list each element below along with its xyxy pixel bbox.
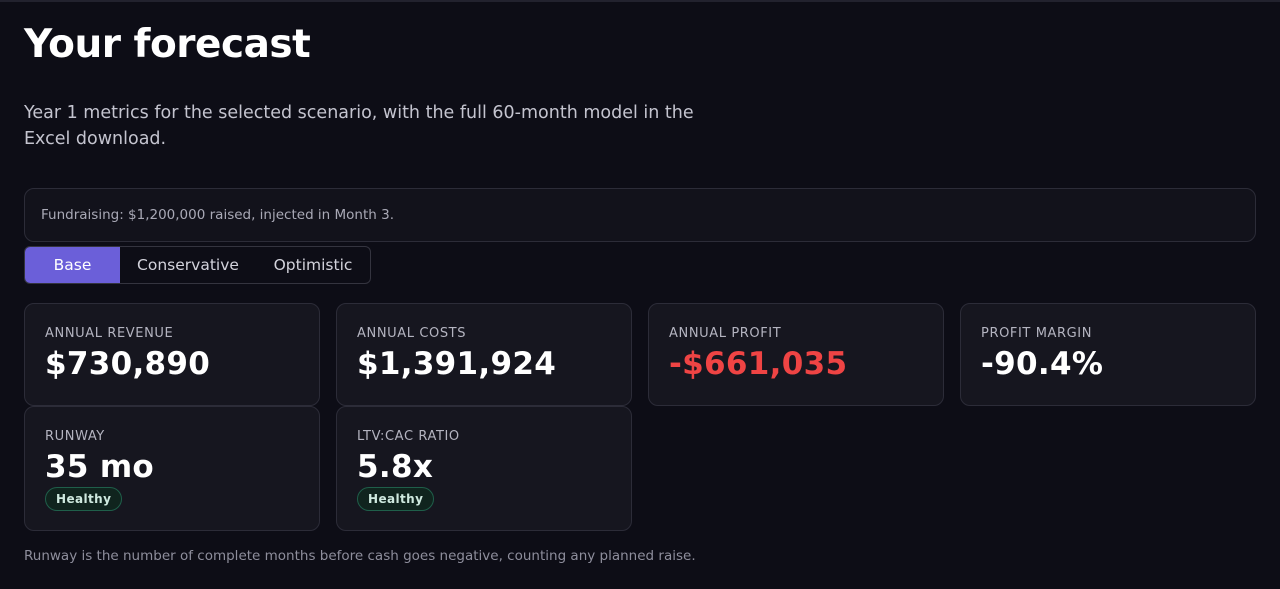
metric-label: ANNUAL PROFIT (669, 326, 782, 341)
metric-card-annual-profit: ANNUAL PROFIT -$661,035 (648, 303, 944, 406)
metric-label: ANNUAL REVENUE (45, 326, 174, 341)
metric-label: RUNWAY (45, 429, 105, 444)
forecast-page: Your forecast Year 1 metrics for the sel… (24, 0, 1256, 589)
status-badge: Healthy (45, 487, 123, 511)
tab-base[interactable]: Base (25, 247, 120, 283)
metric-value: -90.4% (981, 346, 1104, 382)
status-badge: Healthy (357, 487, 435, 511)
metric-value: -$661,035 (669, 346, 848, 382)
metric-value: 5.8x (357, 449, 434, 485)
metric-card-runway: RUNWAY 35 mo Healthy (24, 406, 320, 531)
page-subtitle: Year 1 metrics for the selected scenario… (24, 103, 694, 149)
metric-card-ltv-cac-ratio: LTV:CAC RATIO 5.8x Healthy (336, 406, 632, 531)
runway-footnote: Runway is the number of complete months … (24, 548, 696, 564)
metric-card-annual-costs: ANNUAL COSTS $1,391,924 (336, 303, 632, 406)
metric-label: PROFIT MARGIN (981, 326, 1093, 341)
metric-label: ANNUAL COSTS (357, 326, 467, 341)
metric-value: $730,890 (45, 346, 211, 382)
fundraising-notice: Fundraising: $1,200,000 raised, injected… (24, 188, 1256, 242)
metric-value: $1,391,924 (357, 346, 557, 382)
metric-card-profit-margin: PROFIT MARGIN -90.4% (960, 303, 1256, 406)
metric-label: LTV:CAC RATIO (357, 429, 460, 444)
metric-value: 35 mo (45, 449, 155, 485)
page-title: Your forecast (24, 22, 311, 67)
metric-card-annual-revenue: ANNUAL REVENUE $730,890 (24, 303, 320, 406)
top-divider (0, 0, 1280, 2)
fundraising-notice-text: Fundraising: $1,200,000 raised, injected… (41, 207, 395, 223)
tab-optimistic[interactable]: Optimistic (273, 256, 353, 274)
tab-conservative[interactable]: Conservative (137, 256, 239, 274)
scenario-tabs: Base Conservative Optimistic (24, 246, 371, 284)
